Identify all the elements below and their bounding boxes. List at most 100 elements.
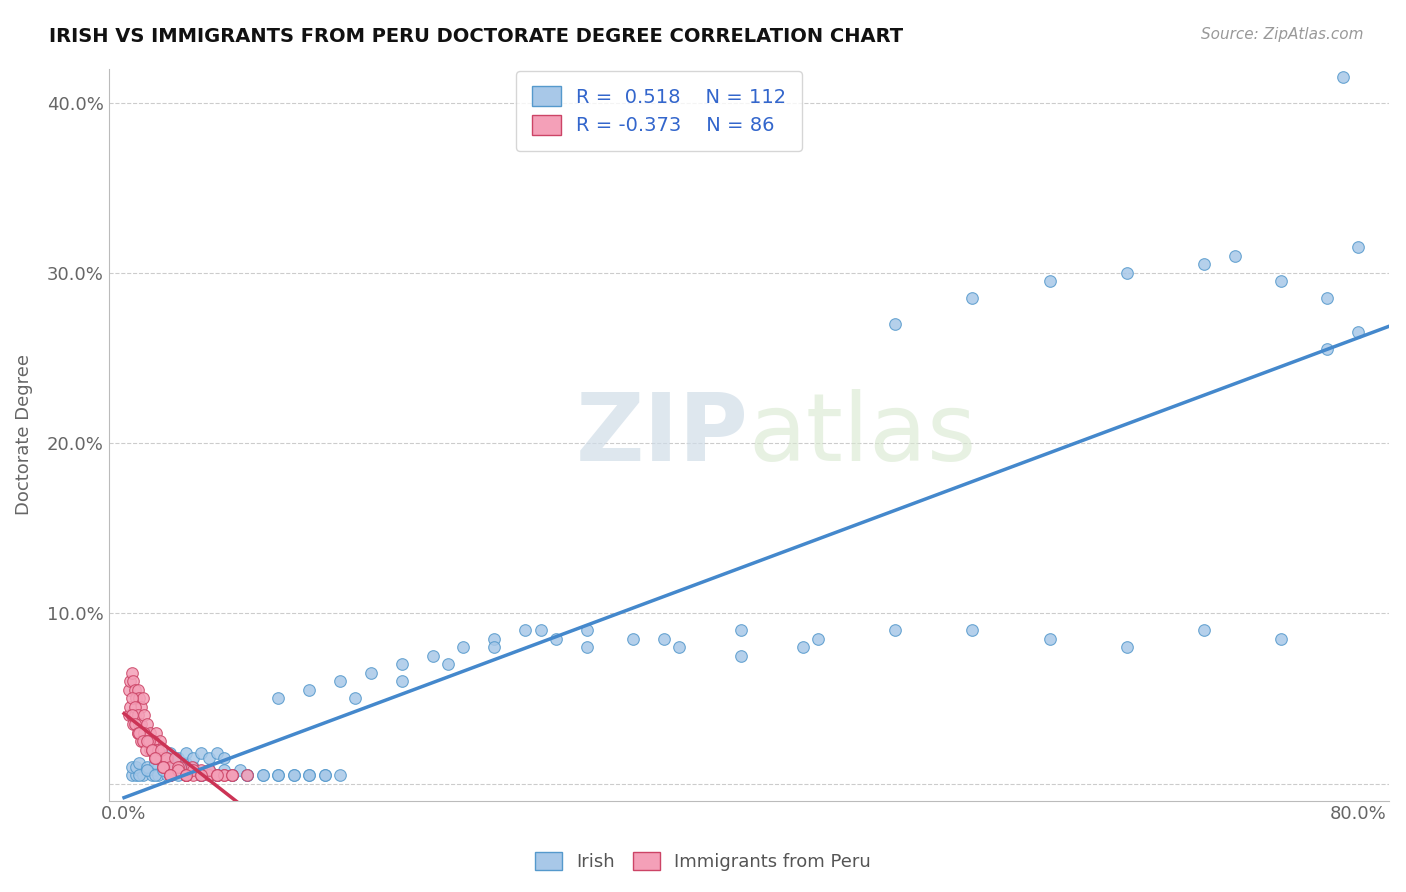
Point xyxy=(236,768,259,782)
Point xyxy=(198,768,221,782)
Point xyxy=(962,291,984,305)
Point xyxy=(1270,632,1292,646)
Point xyxy=(221,768,243,782)
Point xyxy=(221,768,243,782)
Point xyxy=(152,763,174,777)
Point xyxy=(283,768,305,782)
Point xyxy=(1115,640,1137,655)
Point xyxy=(124,717,146,731)
Point xyxy=(453,640,475,655)
Point xyxy=(136,759,159,773)
Point xyxy=(174,746,197,760)
Point xyxy=(205,768,228,782)
Point xyxy=(1038,274,1060,288)
Point xyxy=(159,746,181,760)
Point xyxy=(132,708,155,723)
Text: IRISH VS IMMIGRANTS FROM PERU DOCTORATE DEGREE CORRELATION CHART: IRISH VS IMMIGRANTS FROM PERU DOCTORATE … xyxy=(49,27,903,45)
Point xyxy=(152,751,174,765)
Point xyxy=(1038,632,1060,646)
Point xyxy=(190,768,212,782)
Point xyxy=(1192,624,1215,638)
Point xyxy=(143,756,166,771)
Point xyxy=(129,725,152,739)
Point xyxy=(141,742,163,756)
Point xyxy=(145,742,167,756)
Point xyxy=(730,648,752,663)
Point xyxy=(159,768,181,782)
Point xyxy=(121,665,143,680)
Point xyxy=(807,632,830,646)
Point xyxy=(174,768,197,782)
Point xyxy=(252,768,274,782)
Text: ZIP: ZIP xyxy=(576,389,749,481)
Point xyxy=(267,768,290,782)
Point xyxy=(174,768,197,782)
Point xyxy=(298,768,321,782)
Point xyxy=(156,751,179,765)
Point xyxy=(127,708,149,723)
Point xyxy=(120,700,142,714)
Point xyxy=(128,768,150,782)
Point xyxy=(136,763,159,777)
Point xyxy=(174,763,197,777)
Point xyxy=(344,691,367,706)
Point xyxy=(1223,249,1246,263)
Point xyxy=(143,763,166,777)
Text: atlas: atlas xyxy=(749,389,977,481)
Point xyxy=(150,751,173,765)
Point xyxy=(205,768,228,782)
Point xyxy=(121,708,143,723)
Point xyxy=(190,768,212,782)
Point xyxy=(183,763,205,777)
Point xyxy=(143,751,166,765)
Point xyxy=(1115,266,1137,280)
Point xyxy=(205,768,228,782)
Point xyxy=(730,624,752,638)
Point xyxy=(125,768,148,782)
Point xyxy=(198,763,221,777)
Point xyxy=(120,674,142,689)
Point xyxy=(174,756,197,771)
Point xyxy=(183,759,205,773)
Point xyxy=(236,768,259,782)
Point xyxy=(214,768,236,782)
Point xyxy=(122,717,145,731)
Point xyxy=(198,751,221,765)
Point xyxy=(124,682,146,697)
Point xyxy=(252,768,274,782)
Point xyxy=(159,759,181,773)
Point xyxy=(360,665,382,680)
Point xyxy=(167,751,190,765)
Point xyxy=(236,768,259,782)
Point xyxy=(153,759,176,773)
Point xyxy=(513,624,536,638)
Point xyxy=(143,768,166,782)
Point xyxy=(174,768,197,782)
Point xyxy=(205,768,228,782)
Point xyxy=(190,763,212,777)
Point xyxy=(652,632,675,646)
Point xyxy=(884,624,907,638)
Point xyxy=(1331,70,1354,84)
Point xyxy=(118,708,141,723)
Point xyxy=(142,734,165,748)
Point xyxy=(167,768,190,782)
Point xyxy=(283,768,305,782)
Point xyxy=(143,751,166,765)
Point xyxy=(391,657,413,672)
Point xyxy=(167,759,190,773)
Point xyxy=(1347,326,1369,340)
Point xyxy=(792,640,814,655)
Text: Source: ZipAtlas.com: Source: ZipAtlas.com xyxy=(1201,27,1364,42)
Point xyxy=(962,624,984,638)
Point xyxy=(484,640,506,655)
Point xyxy=(221,768,243,782)
Point xyxy=(152,759,174,773)
Point xyxy=(198,763,221,777)
Point xyxy=(121,759,143,773)
Point xyxy=(122,674,145,689)
Point xyxy=(267,691,290,706)
Point xyxy=(128,691,150,706)
Point xyxy=(174,768,197,782)
Point xyxy=(190,768,212,782)
